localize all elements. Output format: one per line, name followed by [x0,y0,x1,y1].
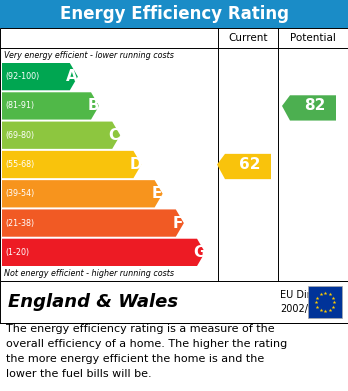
Polygon shape [2,92,99,120]
Bar [0,28,348,281]
Text: (1-20): (1-20) [5,248,29,257]
Text: EU Directive: EU Directive [280,290,340,300]
Polygon shape [2,122,120,149]
Text: The energy efficiency rating is a measure of the: The energy efficiency rating is a measur… [6,324,275,334]
Polygon shape [2,239,205,266]
Text: (81-91): (81-91) [5,101,34,110]
Text: 82: 82 [304,99,326,113]
Text: G: G [193,245,205,260]
Polygon shape [2,151,141,178]
Polygon shape [2,180,163,208]
Text: lower the fuel bills will be.: lower the fuel bills will be. [6,369,152,379]
Bar [0,281,348,323]
Bar [308,286,342,318]
Text: Not energy efficient - higher running costs: Not energy efficient - higher running co… [4,269,174,278]
Text: E: E [151,186,162,201]
Text: 62: 62 [239,157,261,172]
Text: F: F [173,215,183,231]
Text: 2002/91/EC: 2002/91/EC [280,304,337,314]
Text: Current: Current [228,33,268,43]
Text: (55-68): (55-68) [5,160,34,169]
Text: (92-100): (92-100) [5,72,39,81]
Text: the more energy efficient the home is and the: the more energy efficient the home is an… [6,354,264,364]
Text: Potential: Potential [290,33,336,43]
Text: (39-54): (39-54) [5,189,34,198]
Text: (21-38): (21-38) [5,219,34,228]
Text: Energy Efficiency Rating: Energy Efficiency Rating [60,5,288,23]
Text: England & Wales: England & Wales [8,293,178,311]
Polygon shape [282,95,336,120]
Bar [0,0,348,28]
Polygon shape [2,210,184,237]
Polygon shape [217,154,271,179]
Polygon shape [2,63,78,90]
Text: A: A [66,69,78,84]
Text: Very energy efficient - lower running costs: Very energy efficient - lower running co… [4,50,174,59]
Text: C: C [109,128,120,143]
Text: D: D [129,157,142,172]
Text: B: B [87,99,99,113]
Text: (69-80): (69-80) [5,131,34,140]
Text: overall efficiency of a home. The higher the rating: overall efficiency of a home. The higher… [6,339,287,349]
